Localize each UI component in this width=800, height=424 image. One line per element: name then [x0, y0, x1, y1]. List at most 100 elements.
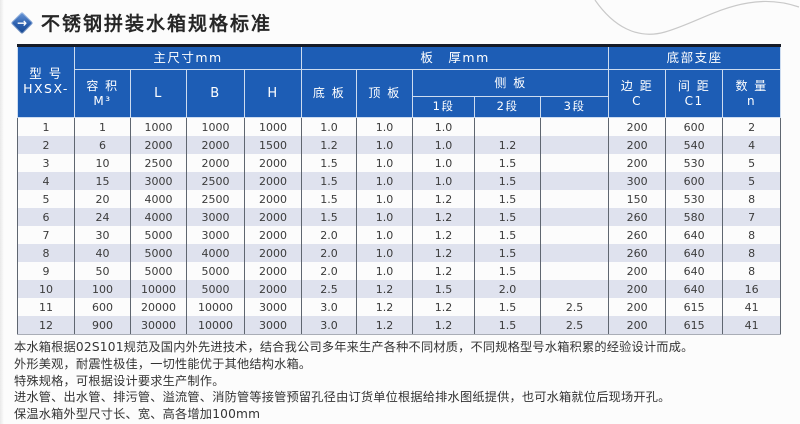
table-cell: 530	[665, 154, 724, 172]
table-cell: 20000	[130, 298, 187, 316]
notes: 本水箱根据02S101规范及国内外先进技术，结合我公司多年来生产各种不同材质，不…	[14, 339, 794, 423]
table-cell: 1.2	[356, 316, 414, 335]
table-cell: 41	[722, 316, 782, 335]
table-cell: 1.5	[474, 208, 542, 226]
table-cell: 1.0	[301, 117, 358, 136]
table-cell: 1.5	[301, 172, 358, 190]
table-cell: 260	[608, 226, 667, 244]
col-header-bottom-plate: 底 板	[301, 69, 358, 118]
table-cell: 41	[722, 298, 782, 316]
page-title: 不锈钢拼装水箱规格标准	[41, 13, 273, 35]
table-cell: 2.5	[540, 316, 610, 335]
table-cell	[474, 117, 542, 136]
table-cell: 2500	[130, 154, 187, 172]
table-cell: 260	[608, 208, 667, 226]
col-group-main-dimensions: 主尺寸mm	[73, 45, 303, 70]
table-cell: 530	[665, 190, 724, 208]
table-cell: 1000	[186, 117, 245, 136]
table-row: 8 40 5000 4000 2000 2.0 1.0 1.2 1.5 260 640 8	[17, 244, 782, 262]
col-header-spacing: 间 距 C1	[665, 69, 724, 118]
table-cell: 1.2	[356, 298, 414, 316]
note-line: 保温水箱外型尺寸长、宽、高各增加100mm	[14, 407, 261, 422]
table-cell: 40	[74, 244, 131, 262]
table-cell: 2000	[130, 136, 187, 154]
table-cell: 8	[722, 190, 782, 208]
table-cell: 640	[665, 262, 724, 280]
table-cell: 8	[722, 226, 782, 244]
table-cell: 1.0	[356, 117, 414, 136]
col-header-B: B	[186, 69, 245, 118]
table-cell: 2.5	[301, 280, 358, 298]
col-header-capacity: 容 积 M³	[74, 69, 131, 118]
table-cell: 1.5	[301, 154, 358, 172]
table-cell: 200	[608, 298, 667, 316]
table-cell: 5000	[130, 244, 187, 262]
table-cell: 30000	[130, 316, 187, 335]
table-cell: 1000	[130, 117, 187, 136]
table-cell: 1.0	[356, 244, 414, 262]
table-cell: 5000	[186, 280, 245, 298]
table-cell: 1.5	[301, 208, 358, 226]
table-cell: 1.5	[474, 154, 542, 172]
table-cell: 1.0	[412, 136, 476, 154]
table-cell: 1.2	[356, 280, 414, 298]
table-cell: 2000	[243, 190, 303, 208]
table-cell: 2.5	[540, 298, 610, 316]
spec-table: 型 号 HXSX- 主尺寸mm 板 厚mm 底部支座 容 积 M³ L B H …	[17, 44, 782, 335]
col-header-L: L	[130, 69, 187, 118]
table-row: 1 1 1000 1000 1000 1.0 1.0 1.0 200 600 2	[17, 117, 782, 136]
table-row: 4 15 3000 2500 2000 1.5 1.0 1.0 1.5 300 600 5	[17, 172, 782, 190]
table-cell	[540, 172, 610, 190]
col-group-bottom-support: 底部支座	[608, 45, 782, 70]
table-cell: 8	[722, 262, 782, 280]
table-cell: 3000	[186, 226, 245, 244]
table-cell: 615	[665, 298, 724, 316]
table-cell: 2.0	[301, 244, 358, 262]
col-header-segment-2: 2段	[474, 96, 542, 118]
table-cell: 640	[665, 280, 724, 298]
table-cell: 2000	[243, 244, 303, 262]
col-group-plate-thickness: 板 厚mm	[301, 45, 610, 70]
table-cell: 1000	[243, 117, 303, 136]
table-cell: 2000	[243, 172, 303, 190]
table-cell: 8	[17, 244, 75, 262]
col-header-edge-distance: 边 距 C	[608, 69, 667, 118]
table-cell: 200	[608, 154, 667, 172]
table-cell: 7	[17, 226, 75, 244]
table-cell	[540, 154, 610, 172]
table-cell: 3000	[186, 208, 245, 226]
table-cell: 3000	[243, 298, 303, 316]
table-cell: 1.0	[356, 154, 414, 172]
table-cell: 3000	[243, 316, 303, 335]
table-cell: 4000	[130, 208, 187, 226]
table-cell	[540, 117, 610, 136]
table-cell: 5	[17, 190, 75, 208]
table-cell: 580	[665, 208, 724, 226]
table-cell: 1.0	[356, 208, 414, 226]
table-cell: 5	[722, 172, 782, 190]
table-cell: 100	[74, 280, 131, 298]
col-header-model: 型 号 HXSX-	[17, 45, 75, 118]
table-cell: 1500	[243, 136, 303, 154]
table-cell: 1.5	[474, 226, 542, 244]
table-cell: 10000	[186, 316, 245, 335]
note-line: 本水箱根据02S101规范及国内外先进技术，结合我公司多年来生产各种不同材质，不…	[14, 340, 694, 354]
table-cell: 1.0	[356, 262, 414, 280]
table-cell: 10	[74, 154, 131, 172]
table-cell: 600	[665, 172, 724, 190]
table-cell: 4	[722, 136, 782, 154]
decorative-curve	[585, 0, 800, 48]
table-cell: 4000	[186, 244, 245, 262]
table-cell: 640	[665, 226, 724, 244]
note-line: 特殊规格，可根据设计要求生产制作。	[14, 373, 225, 388]
table-row: 9 50 5000 5000 2000 2.0 1.0 1.2 1.5 200 640 8	[17, 262, 782, 280]
table-cell: 12	[17, 316, 75, 335]
note-line: 外形美观，耐震性极佳，一切性能优于其他结构水箱。	[14, 356, 312, 371]
table-row: 12 900 30000 10000 3000 3.0 1.2 1.2 1.5 2.5 200 615…	[17, 316, 782, 335]
table-cell: 200	[608, 280, 667, 298]
table-row: 2 6 2000 2000 1500 1.2 1.0 1.0 1.2 200 540 4	[17, 136, 782, 154]
table-cell: 11	[17, 298, 75, 316]
table-cell: 3.0	[301, 298, 358, 316]
table-cell: 3.0	[301, 316, 358, 335]
table-cell: 1.2	[412, 262, 476, 280]
